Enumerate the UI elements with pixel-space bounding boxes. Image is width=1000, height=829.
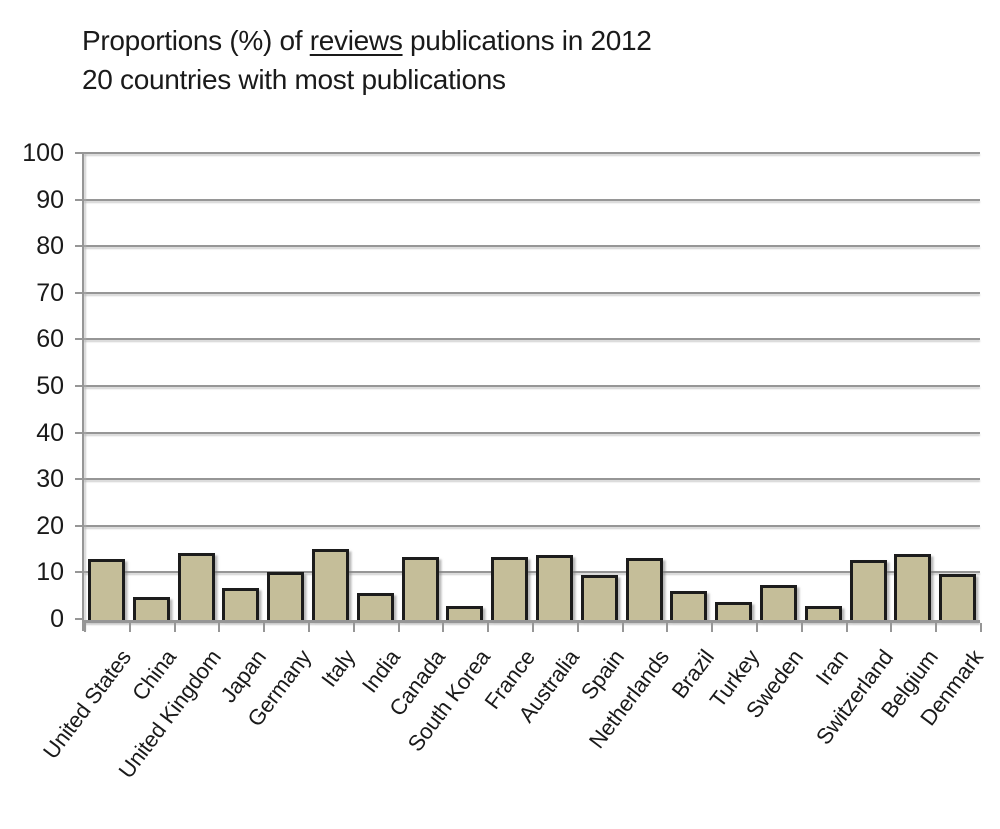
y-tick-40 — [75, 431, 84, 434]
bar-united-states — [88, 559, 125, 620]
x-tick-9 — [487, 623, 489, 632]
y-axis-tick-label: 90 — [36, 185, 64, 214]
y-axis-tick-label: 10 — [36, 558, 64, 587]
bar-iran — [805, 606, 842, 620]
x-tick-10 — [532, 623, 534, 632]
gridline-50 — [84, 385, 980, 387]
gridline-10 — [84, 571, 980, 574]
x-tick-13 — [666, 623, 668, 632]
y-tick-30 — [75, 478, 84, 481]
x-tick-3 — [218, 623, 220, 632]
bar-japan — [222, 588, 259, 620]
gridline-90 — [84, 198, 980, 201]
y-axis-tick-label: 100 — [22, 139, 64, 167]
y-axis-tick-label: 40 — [36, 418, 64, 447]
y-tick-10 — [75, 571, 84, 574]
bar-italy — [312, 549, 349, 620]
x-tick-18 — [890, 623, 892, 632]
bar-united-kingdom — [178, 553, 215, 620]
x-tick-8 — [442, 623, 444, 632]
x-tick-16 — [801, 623, 803, 632]
gridline-20 — [84, 524, 980, 527]
bar-india — [357, 593, 394, 620]
x-tick-20 — [980, 623, 982, 632]
y-tick-80 — [75, 245, 84, 248]
bar-belgium — [894, 554, 931, 620]
title-suffix: publications in 2012 — [402, 25, 652, 56]
gridline-30 — [84, 478, 980, 481]
bar-switzerland — [850, 560, 887, 620]
y-axis-tick-label: 80 — [36, 232, 64, 261]
gridline-70 — [84, 291, 980, 294]
y-tick-100 — [75, 152, 84, 154]
gridline-40 — [84, 431, 980, 434]
chart-subtitle: 20 countries with most publications — [82, 64, 506, 95]
y-axis-tick-label: 60 — [36, 325, 64, 354]
x-tick-15 — [756, 623, 758, 632]
x-tick-4 — [263, 623, 265, 632]
gridline-60 — [84, 338, 980, 341]
x-tick-19 — [935, 623, 937, 632]
y-tick-70 — [75, 291, 84, 294]
bar-turkey — [715, 602, 752, 620]
title-underlined-word: reviews — [309, 25, 403, 56]
y-axis-tick-label: 20 — [36, 511, 64, 540]
x-tick-11 — [577, 623, 579, 632]
title-prefix: Proportions (%) of — [82, 25, 310, 56]
x-tick-14 — [711, 623, 713, 632]
x-tick-2 — [174, 623, 176, 632]
y-tick-90 — [75, 198, 84, 201]
bar-china — [133, 597, 170, 620]
x-tick-5 — [308, 623, 310, 632]
gridline-80 — [84, 245, 980, 248]
x-tick-6 — [353, 623, 355, 632]
bar-australia — [536, 555, 573, 620]
x-tick-12 — [622, 623, 624, 632]
bar-denmark — [939, 574, 976, 620]
bar-spain — [581, 575, 618, 620]
y-axis-tick-label: 30 — [36, 465, 64, 494]
gridline-100 — [84, 152, 980, 154]
bar-germany — [267, 572, 304, 620]
x-tick-7 — [398, 623, 400, 632]
y-tick-60 — [75, 338, 84, 341]
bar-canada — [402, 557, 439, 620]
y-axis-tick-label: 70 — [36, 278, 64, 307]
bar-sweden — [760, 585, 797, 620]
x-tick-0 — [84, 623, 86, 632]
x-tick-17 — [846, 623, 848, 632]
bar-brazil — [670, 591, 707, 620]
bar-netherlands — [626, 558, 663, 620]
y-axis-tick-label: 0 — [50, 605, 64, 633]
y-tick-0 — [75, 618, 84, 620]
y-tick-50 — [75, 385, 84, 387]
y-axis-line — [82, 154, 84, 631]
chart-title: Proportions (%) of reviews publications … — [82, 21, 652, 60]
x-tick-1 — [129, 623, 131, 632]
bar-france — [491, 557, 528, 620]
bar-south-korea — [446, 606, 483, 620]
x-axis-line — [84, 620, 980, 623]
y-axis-tick-label: 50 — [36, 372, 64, 400]
y-tick-20 — [75, 524, 84, 527]
